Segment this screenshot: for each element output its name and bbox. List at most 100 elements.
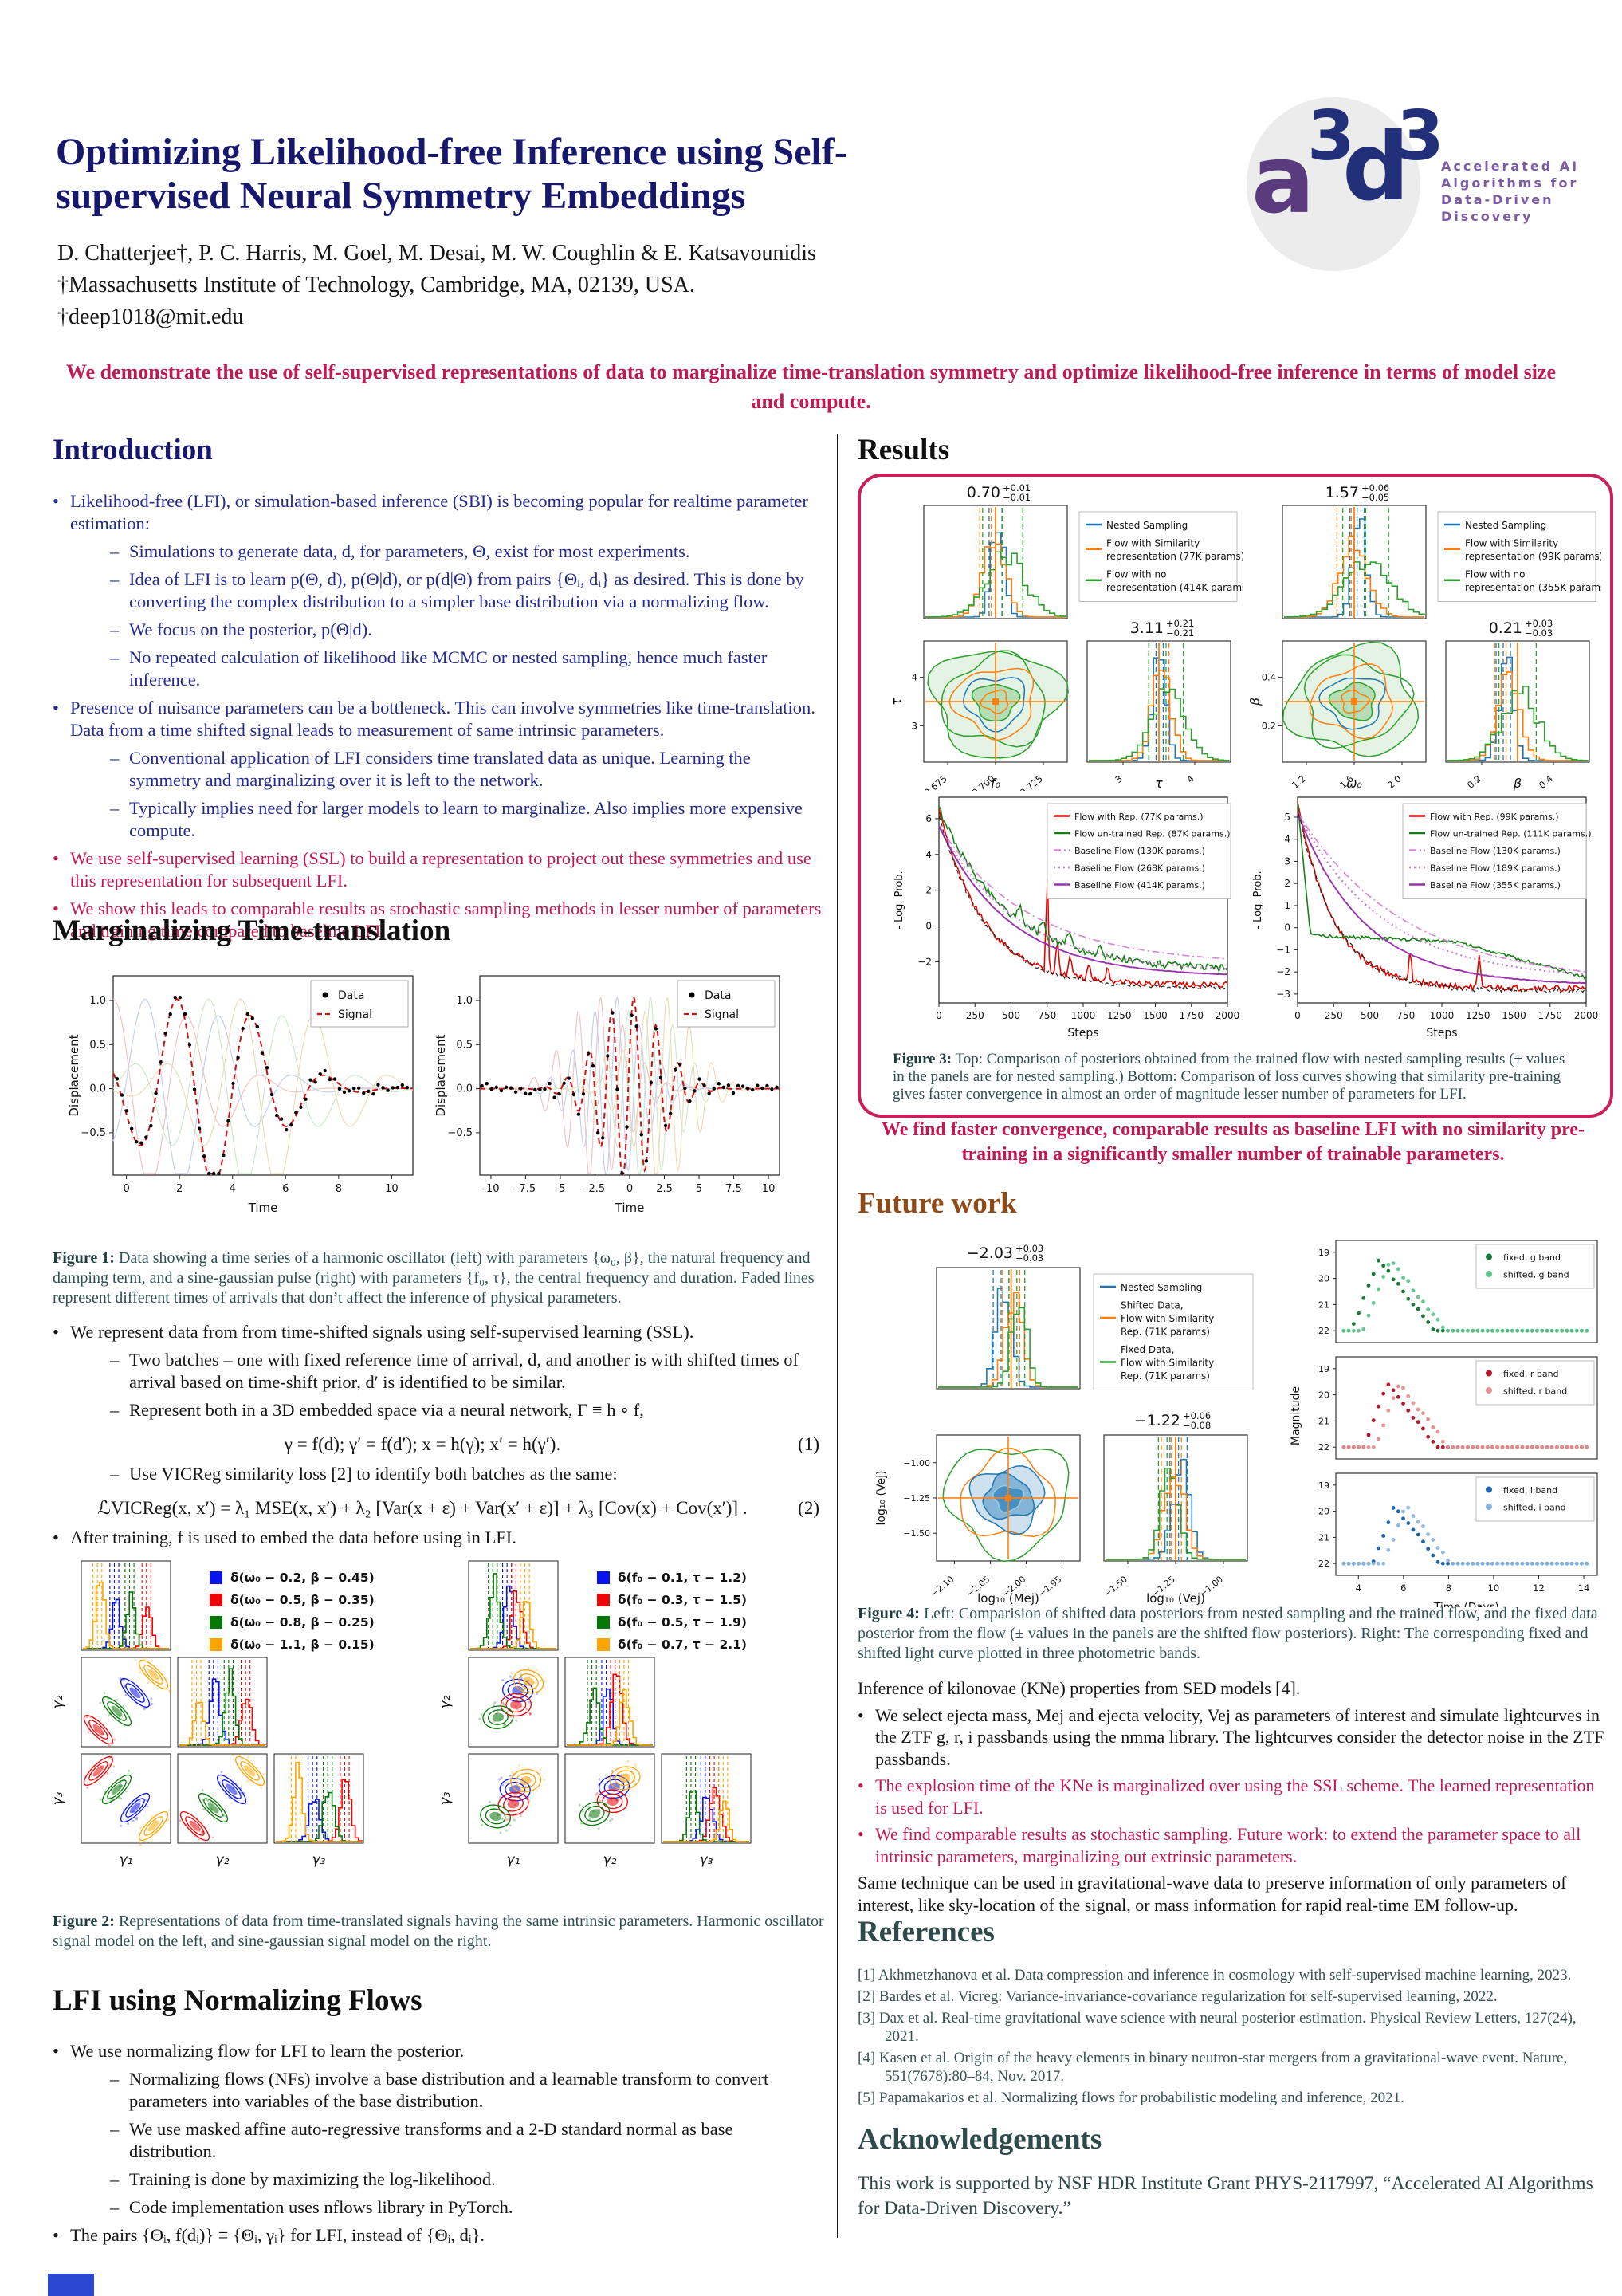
list-item: • We find comparable results as stochasti…: [858, 1824, 1581, 1866]
email: †deep1018@mit.edu: [57, 305, 244, 329]
svg-text:ω₀: ω₀: [1346, 776, 1362, 791]
svg-text:Time: Time: [615, 1201, 645, 1215]
svg-text:1500: 1500: [1502, 1010, 1526, 1021]
svg-text:500: 500: [1361, 1010, 1379, 1021]
svg-text:γ₂: γ₂: [50, 1695, 66, 1708]
svg-text:0.4: 0.4: [1262, 672, 1276, 683]
svg-text:22: 22: [1318, 1559, 1329, 1569]
section-heading-results: Results: [858, 434, 950, 466]
svg-text:−2.03: −2.03: [967, 1244, 1013, 1262]
svg-text:Displacement: Displacement: [434, 1034, 448, 1116]
svg-text:1.0: 1.0: [456, 995, 473, 1007]
svg-text:-7.5: -7.5: [516, 1183, 536, 1195]
figure3-loss-right: 5 4 3 2 1 0 −1 −2 −3 0 250 500 750 1000 1250 1500 1750 20…: [1247, 791, 1601, 1052]
svg-text:−1: −1: [1276, 944, 1290, 955]
svg-text:20: 20: [1318, 1507, 1329, 1517]
figure1-caption-text: Data showing a time series of a harmonic…: [53, 1249, 815, 1307]
svg-text:6: 6: [282, 1183, 289, 1195]
list-item: • We show this leads to comparable result…: [53, 898, 822, 941]
svg-text:+0.06: +0.06: [1183, 1410, 1211, 1421]
svg-text:- Log. Prob.: - Log. Prob.: [893, 871, 905, 929]
svg-text:Steps: Steps: [1426, 1027, 1457, 1040]
svg-text:2: 2: [925, 885, 932, 896]
svg-text:4: 4: [925, 849, 932, 860]
svg-text:fixed, r band: fixed, r band: [1503, 1369, 1559, 1379]
svg-text:4: 4: [230, 1183, 236, 1195]
svg-text:−1.00: −1.00: [903, 1458, 930, 1468]
list-item: – Typically implies need for larger model…: [110, 798, 803, 840]
figure3-caption-text: Top: Comparison of posteriors obtained f…: [893, 1051, 1565, 1103]
svg-text:1750: 1750: [1538, 1010, 1562, 1021]
svg-text:10: 10: [385, 1183, 399, 1195]
svg-text:Flow with Similarity: Flow with Similarity: [1121, 1313, 1214, 1324]
list-item: – Use VICReg similarity loss [2] to ident…: [110, 1464, 618, 1484]
svg-text:1250: 1250: [1466, 1010, 1490, 1021]
svg-text:−0.03: −0.03: [1015, 1252, 1043, 1264]
svg-text:Data: Data: [705, 989, 731, 1002]
authors: D. Chatterjee†, P. C. Harris, M. Goel, M…: [57, 241, 816, 265]
svg-text:2: 2: [1284, 878, 1290, 889]
svg-text:0.0: 0.0: [456, 1083, 473, 1095]
list-item: • The explosion time of the KNe is margin…: [858, 1775, 1595, 1818]
svg-text:−1.25: −1.25: [903, 1493, 930, 1504]
svg-text:−2.10: −2.10: [929, 1574, 956, 1599]
logo-letter-d: d: [1342, 112, 1410, 222]
figure4-corner-canvas: −2.03 +0.03 −0.03 Nested Sampling Shifted Da…: [861, 1234, 1263, 1611]
svg-text:19: 19: [1318, 1248, 1329, 1258]
equation: γ = f(d); γ′ = f(d′); x = h(γ); x′ = h(γ…: [284, 1434, 819, 1454]
svg-text:8: 8: [336, 1183, 342, 1195]
svg-text:Flow with Rep. (99K params.): Flow with Rep. (99K params.): [1430, 812, 1559, 822]
svg-text:Nested Sampling: Nested Sampling: [1465, 520, 1546, 531]
reference-item: [4] Kasen et al. Origin of the heavy ele…: [858, 2050, 1568, 2085]
figure2-caption: Figure 2: Representations of data from t…: [53, 1912, 824, 1952]
svg-text:4: 4: [912, 672, 917, 683]
svg-text:0.725: 0.725: [1018, 773, 1045, 791]
abstract-statement: We demonstrate the use of self-supervise…: [65, 360, 1557, 413]
logo-letter-3: 3: [1307, 96, 1355, 176]
figure1-canvas: 0 2 4 6 8 10 1.0 0.5 0.0 −0.5 Displacement Time Data…: [62, 966, 789, 1236]
svg-text:2000: 2000: [1574, 1010, 1599, 1021]
logo-letter-3b: 3: [1396, 96, 1444, 176]
svg-text:−2: −2: [1276, 966, 1290, 977]
svg-text:Flow un-trained Rep. (87K para: Flow un-trained Rep. (87K params.): [1074, 829, 1230, 839]
svg-text:0.0: 0.0: [89, 1083, 106, 1095]
svg-text:Baseline Flow (268K params.): Baseline Flow (268K params.): [1074, 863, 1205, 874]
list-item: – Training is done by maximizing the log-…: [110, 2169, 496, 2189]
svg-text:δ(f₀ − 0.7, τ − 2.1): δ(f₀ − 0.7, τ − 2.1): [618, 1637, 747, 1652]
svg-text:3.11: 3.11: [1130, 619, 1164, 637]
svg-text:δ(ω₀ − 0.8, β − 0.25): δ(ω₀ − 0.8, β − 0.25): [230, 1615, 375, 1630]
svg-text:3: 3: [1284, 855, 1290, 867]
svg-text:δ(ω₀ − 1.1, β − 0.15): δ(ω₀ − 1.1, β − 0.15): [230, 1637, 375, 1652]
results-panel-border: [858, 474, 1613, 1118]
tagline-line: Algorithms for: [1441, 175, 1579, 191]
svg-text:fixed, i band: fixed, i band: [1503, 1485, 1557, 1496]
figure4-caption: Figure 4: Left: Comparision of shifted d…: [858, 1604, 1608, 1664]
svg-text:γ₃: γ₃: [312, 1852, 326, 1868]
svg-text:Signal: Signal: [705, 1008, 739, 1021]
svg-text:Fixed Data,: Fixed Data,: [1121, 1344, 1174, 1355]
svg-text:δ(ω₀ − 0.5, β − 0.35): δ(ω₀ − 0.5, β − 0.35): [230, 1593, 375, 1607]
svg-text:0: 0: [626, 1183, 633, 1195]
svg-text:+0.03: +0.03: [1525, 618, 1553, 629]
references-list: [1] Akhmetzhanova et al. Data compressio…: [858, 1963, 1608, 2107]
svg-text:20: 20: [1318, 1390, 1329, 1401]
svg-text:−0.21: −0.21: [1166, 627, 1194, 639]
reference-item: [5] Papamakarios et al. Normalizing flow…: [858, 2090, 1404, 2106]
svg-text:1.57: 1.57: [1325, 484, 1359, 501]
svg-text:shifted, i band: shifted, i band: [1503, 1503, 1566, 1513]
svg-text:5: 5: [1284, 812, 1290, 823]
a3d3-logo: a 3 d 3 Accelerated AI Algorithms for Da…: [1240, 56, 1615, 279]
svg-text:0.2: 0.2: [1465, 773, 1483, 791]
list-item: • We represent data from from time-shifte…: [53, 1322, 694, 1342]
svg-text:γ₃: γ₃: [438, 1791, 454, 1805]
svg-text:Flow with Rep. (77K params.): Flow with Rep. (77K params.): [1074, 812, 1204, 822]
title-line-2: supervised Neural Symmetry Embeddings: [56, 175, 746, 217]
svg-text:β: β: [1247, 698, 1263, 706]
figure3-caption: Figure 3: Top: Comparison of posteriors …: [893, 1051, 1578, 1103]
svg-text:21: 21: [1318, 1299, 1329, 1310]
svg-text:−0.5: −0.5: [81, 1127, 106, 1139]
section-heading-future-work: Future work: [858, 1187, 1017, 1220]
svg-text:Baseline Flow (130K params.): Baseline Flow (130K params.): [1430, 846, 1561, 856]
svg-text:6: 6: [1400, 1582, 1406, 1594]
